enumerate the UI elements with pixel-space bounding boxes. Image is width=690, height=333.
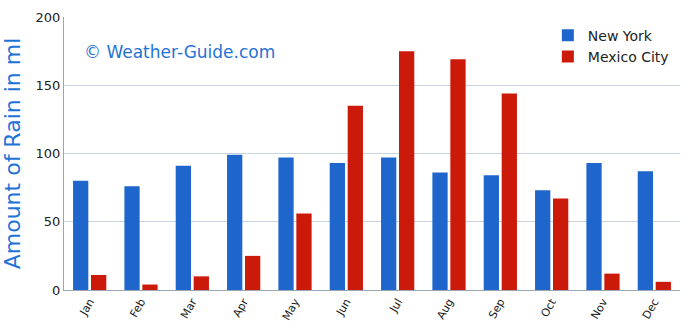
svg-text:Jan: Jan <box>77 296 97 318</box>
svg-text:200: 200 <box>36 10 61 25</box>
svg-text:150: 150 <box>36 78 61 93</box>
svg-text:Sep: Sep <box>486 296 508 320</box>
svg-text:© Weather-Guide.com: © Weather-Guide.com <box>84 42 275 62</box>
svg-text:100: 100 <box>36 146 61 161</box>
svg-text:Apr: Apr <box>230 296 251 319</box>
svg-text:New York: New York <box>588 28 653 44</box>
svg-text:50: 50 <box>44 214 61 229</box>
svg-text:Oct: Oct <box>538 296 559 320</box>
svg-text:Aug: Aug <box>434 296 456 321</box>
svg-text:Mexico City: Mexico City <box>588 49 669 65</box>
svg-text:Amount of Rain in ml: Amount of Rain in ml <box>0 38 25 270</box>
svg-text:0: 0 <box>52 283 60 298</box>
svg-text:Dec: Dec <box>640 296 662 321</box>
svg-text:May: May <box>280 296 303 323</box>
svg-text:Jul: Jul <box>387 296 405 315</box>
svg-text:Nov: Nov <box>588 296 610 322</box>
svg-text:Feb: Feb <box>127 296 148 319</box>
svg-text:Mar: Mar <box>178 296 200 321</box>
svg-text:Jun: Jun <box>333 296 353 318</box>
